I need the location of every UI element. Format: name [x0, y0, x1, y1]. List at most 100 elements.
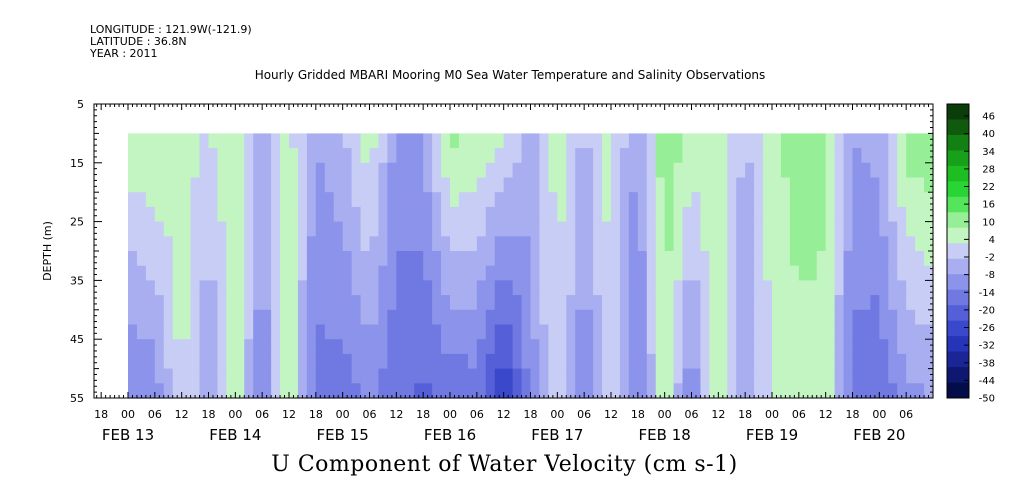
heatmap-cell [378, 206, 388, 223]
heatmap-cell [297, 177, 308, 193]
heatmap-cell [235, 383, 245, 399]
heatmap-cell [128, 309, 138, 326]
heatmap-cell [262, 192, 272, 208]
heatmap-cell [852, 280, 863, 296]
heatmap-cell [718, 295, 728, 311]
heatmap-cell [369, 324, 380, 340]
heatmap-cell [566, 295, 576, 311]
heatmap-cell [512, 368, 523, 384]
heatmap-cell [190, 280, 201, 296]
heatmap-cell [611, 236, 621, 252]
x-hour-label: 00 [658, 408, 672, 421]
heatmap-cell [584, 162, 594, 179]
heatmap-cell [745, 177, 755, 193]
heatmap-cell [485, 251, 496, 267]
heatmap-cell [235, 236, 245, 252]
heatmap-cell [763, 221, 773, 237]
heatmap-cell [494, 162, 505, 179]
heatmap-cell [324, 206, 335, 223]
heatmap-cell [664, 383, 675, 399]
heatmap-cell [208, 162, 219, 179]
heatmap-cell [736, 280, 746, 296]
heatmap-cell [494, 236, 505, 252]
heatmap-cell [414, 236, 424, 252]
heatmap-cell [450, 339, 460, 355]
heatmap-cell [754, 133, 764, 149]
heatmap-cell [181, 206, 192, 223]
heatmap-cell [253, 353, 263, 370]
heatmap-cell [834, 383, 845, 399]
heatmap-cell [700, 133, 710, 149]
heatmap-cell [834, 353, 845, 370]
heatmap-cell [664, 162, 675, 179]
heatmap-cell [825, 324, 836, 340]
heatmap-cell [807, 206, 818, 223]
heatmap-cell [199, 265, 210, 281]
heatmap-cell [915, 280, 925, 296]
heatmap-cell [512, 324, 523, 340]
heatmap-cell [405, 177, 415, 193]
heatmap-cell [843, 192, 854, 208]
heatmap-cell [879, 309, 889, 326]
heatmap-cell [262, 265, 272, 281]
heatmap-cell [208, 353, 219, 370]
heatmap-cell [467, 339, 478, 355]
heatmap-cell [199, 295, 210, 311]
heatmap-cell [897, 309, 907, 326]
heatmap-cell [315, 177, 326, 193]
heatmap-cell [163, 177, 174, 193]
heatmap-cell [333, 295, 344, 311]
heatmap-cell [825, 192, 836, 208]
heatmap-cell [145, 295, 156, 311]
heatmap-cell [611, 162, 621, 179]
colorbar-label: 40 [982, 129, 995, 140]
heatmap-cell [181, 339, 192, 355]
heatmap-cell [539, 339, 549, 355]
heatmap-cell [906, 236, 916, 252]
heatmap-cell [297, 206, 308, 223]
chart-bottom-title: U Component of Water Velocity (cm s-1) [271, 452, 738, 477]
heatmap-cell [315, 265, 326, 281]
heatmap-cell [503, 133, 514, 149]
heatmap-cell [602, 206, 612, 223]
heatmap-cell [789, 324, 800, 340]
heatmap-cell [602, 280, 612, 296]
heatmap-cell [369, 236, 380, 252]
heatmap-cell [172, 148, 183, 164]
heatmap-cell [584, 192, 594, 208]
heatmap-cell [566, 324, 576, 340]
heatmap-cell [637, 148, 648, 164]
heatmap-cell [271, 162, 281, 179]
heatmap-cell [897, 192, 907, 208]
heatmap-cell [414, 280, 424, 296]
heatmap-cell [208, 192, 219, 208]
heatmap-cell [691, 383, 702, 399]
heatmap-cell [244, 280, 254, 296]
heatmap-cell [816, 265, 827, 281]
heatmap-cell [584, 383, 594, 399]
heatmap-cell [262, 236, 272, 252]
heatmap-cell [718, 162, 728, 179]
heatmap-cell [181, 353, 192, 370]
heatmap-cell [467, 133, 478, 149]
heatmap-cell [423, 295, 433, 311]
heatmap-cell [780, 206, 791, 223]
heatmap-cell [467, 353, 478, 370]
heatmap-cell [602, 353, 612, 370]
colorbar-segment [947, 258, 969, 275]
heatmap-cell [700, 339, 710, 355]
heatmap-cell [145, 221, 156, 237]
heatmap-cell [333, 280, 344, 296]
heatmap-cell [244, 353, 254, 370]
heatmap-cell [172, 280, 183, 296]
heatmap-cell [691, 339, 702, 355]
heatmap-cell [351, 368, 362, 384]
heatmap-cell [593, 177, 603, 193]
heatmap-cell [271, 206, 281, 223]
heatmap-cell [405, 236, 415, 252]
heatmap-cell [271, 324, 281, 340]
y-tick-label: 25 [70, 216, 84, 229]
heatmap-cell [530, 148, 541, 164]
heatmap-cell [745, 162, 755, 179]
x-hour-label: 12 [389, 408, 403, 421]
